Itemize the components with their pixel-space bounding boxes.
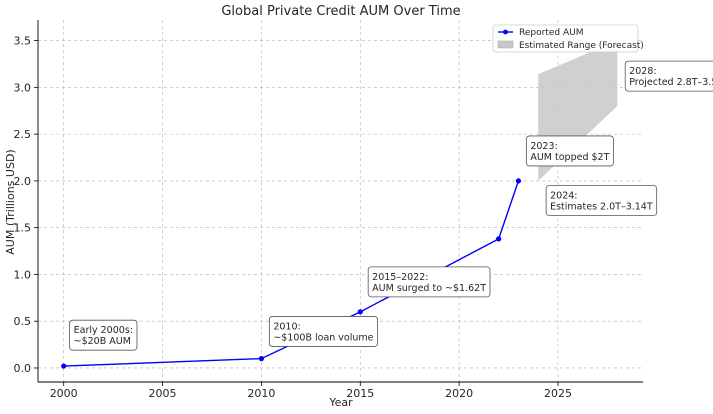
chart-legend: Reported AUM Estimated Range (Forecast) [492,24,644,53]
reported-aum-point [258,356,265,362]
legend-label-forecast: Estimated Range (Forecast) [519,41,644,51]
x-tick-label: 2015 [346,387,374,400]
annotation-box [367,266,491,298]
annotation-text: 2024: [550,190,577,201]
annotation: 2024:Estimates 2.0T–3.14T [545,185,658,216]
annotations: Early 2000s:~$20B AUM 2010:~$100B loan vo… [69,60,713,351]
reported-line-layer [61,178,522,369]
y-axis-label: AUM (Trillions USD) [4,149,17,254]
y-tick-label: 2.0 [14,175,32,188]
chart-title: Global Private Credit AUM Over Time [221,4,460,19]
annotation: 2028:Projected 2.8T–3.5T [624,60,713,92]
x-tick-label: 2005 [149,387,177,400]
y-tick-label: 2.5 [14,128,32,141]
annotation-text: Projected 2.8T–3.5T [629,77,713,88]
annotation-text: ~$20B AUM [74,336,131,347]
legend-area-swatch [497,40,514,49]
y-tick-label: 3.5 [14,35,32,48]
annotation-text: AUM topped $2T [530,152,609,163]
annotation: Early 2000s:~$20B AUM [69,319,138,351]
annotation: 2010:~$100B loan volume [268,316,378,347]
axes: 2000 2005 2010 2015 2020 2025 0.0 0.5 1.0 1.5 2.0 2… [14,20,643,400]
annotation-box [624,60,713,92]
legend-label-reported: Reported AUM [519,28,583,38]
legend-marker-swatch [503,29,508,35]
y-tick-label: 3.0 [14,81,32,94]
annotation-box [545,185,658,216]
reported-aum-point [61,363,67,369]
x-tick-label: 2000 [50,387,78,400]
x-tick-label: 2010 [247,387,275,400]
annotation: 2015–2022:AUM surged to ~$1.62T [367,266,491,298]
legend-box [492,24,639,53]
y-tick-label: 0.0 [14,362,32,375]
reported-aum-point [357,309,363,315]
x-axis-label: Year [328,396,353,409]
x-tick-label: 2025 [544,387,572,400]
annotation-text: 2028: [629,66,656,77]
annotation-box [69,319,138,351]
annotation-box [525,135,614,167]
reported-aum-point [496,236,502,242]
annotation-text: ~$100B loan volume [273,332,373,343]
annotation-text: AUM surged to ~$1.62T [372,283,486,294]
y-tick-label: 1.5 [14,222,32,235]
annotation-text: Estimates 2.0T–3.14T [550,201,653,212]
annotation-box [268,316,378,347]
annotation-text: 2015–2022: [372,272,428,283]
annotation-text: Early 2000s: [74,325,133,336]
annotation-text: 2010: [273,321,300,332]
reported-aum-point [515,178,522,184]
annotation: 2023:AUM topped $2T [525,135,614,167]
y-tick-label: 0.5 [14,315,32,328]
annotation-text: 2023: [530,141,557,152]
y-tick-label: 1.0 [14,268,32,281]
x-tick-label: 2020 [445,387,473,400]
